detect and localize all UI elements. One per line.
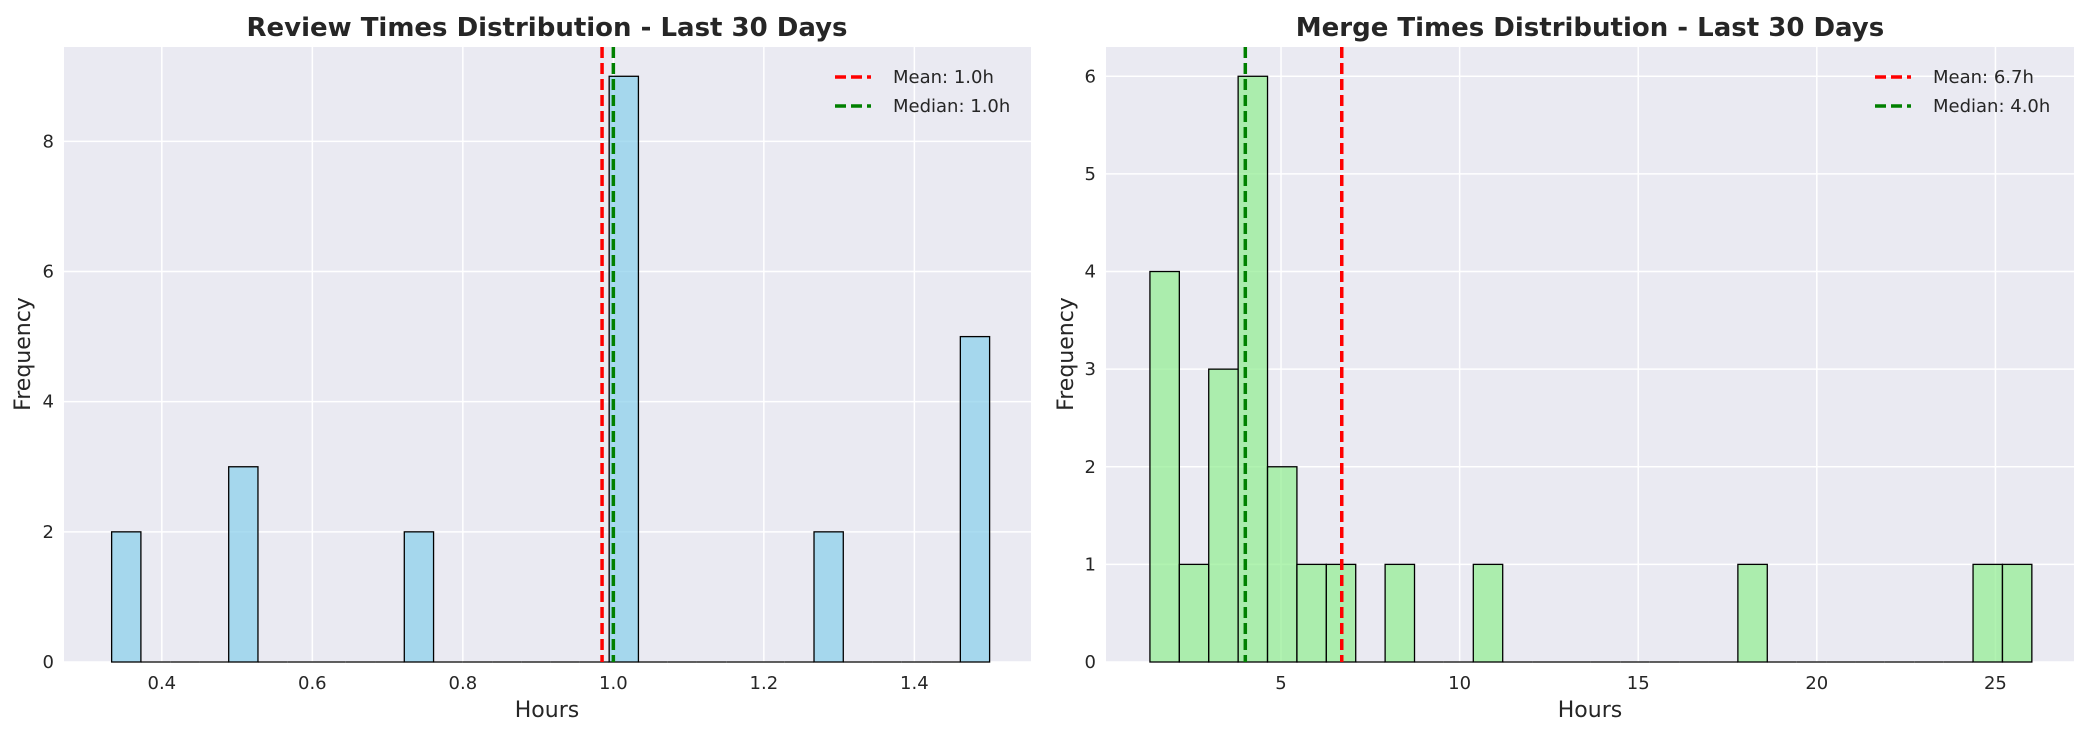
merge-x-tick-label: 20 bbox=[1805, 673, 1828, 694]
merge-histogram-bar bbox=[1266, 466, 1298, 663]
review-tick-labels: 0.4 0.6 0.8 1.0 1.2 1.4 0 2 4 6 8 bbox=[43, 131, 929, 694]
merge-histogram-bar bbox=[1296, 563, 1327, 663]
merge-y-tick-label: 6 bbox=[1085, 66, 1096, 87]
review-histogram-bar bbox=[228, 466, 259, 663]
merge-stat-lines bbox=[1243, 47, 1344, 662]
merge-x-tick-label: 10 bbox=[1448, 673, 1471, 694]
review-legend: Mean: 1.0h Median: 1.0h bbox=[835, 67, 1010, 117]
merge-y-tick-label: 5 bbox=[1085, 164, 1096, 185]
merge-histogram-bar bbox=[1237, 75, 1269, 663]
merge-y-axis-label: Frequency bbox=[1054, 297, 1079, 411]
merge-histogram-bar bbox=[1737, 563, 1768, 663]
review-y-tick-label: 4 bbox=[43, 392, 54, 413]
review-stat-lines bbox=[600, 47, 616, 662]
review-x-tick-label: 0.8 bbox=[449, 673, 478, 694]
merge-histogram-bar bbox=[1384, 563, 1416, 663]
merge-y-tick-label: 2 bbox=[1085, 457, 1096, 478]
merge-bars bbox=[1149, 75, 2033, 663]
merge-histogram-bar bbox=[2001, 563, 2033, 663]
review-x-axis-label: Hours bbox=[515, 698, 579, 723]
merge-legend-median-label: Median: 4.0h bbox=[1933, 96, 2050, 117]
merge-times-panel: 5 10 15 20 25 0 1 2 3 4 5 6 Merge Times Distributio… bbox=[1054, 13, 2074, 723]
merge-x-axis-label: Hours bbox=[1558, 698, 1622, 723]
review-histogram-bar bbox=[959, 335, 991, 663]
review-histogram-bar bbox=[813, 531, 844, 663]
review-y-tick-label: 2 bbox=[43, 522, 54, 543]
review-times-panel: 0.4 0.6 0.8 1.0 1.2 1.4 0 2 4 6 8 Review Times Dis… bbox=[11, 13, 1031, 723]
merge-x-tick-label: 25 bbox=[1984, 673, 2007, 694]
review-y-tick-label: 0 bbox=[43, 652, 54, 673]
review-y-tick-label: 6 bbox=[43, 262, 54, 283]
review-x-tick-label: 0.4 bbox=[148, 673, 177, 694]
review-x-tick-label: 1.4 bbox=[900, 673, 929, 694]
merge-histogram-bar bbox=[1178, 563, 1210, 663]
review-legend-median-label: Median: 1.0h bbox=[893, 96, 1010, 117]
merge-y-tick-label: 3 bbox=[1085, 359, 1096, 380]
merge-y-tick-label: 4 bbox=[1085, 262, 1096, 283]
merge-x-tick-label: 5 bbox=[1275, 673, 1286, 694]
review-plot-area bbox=[64, 47, 1031, 662]
merge-legend: Mean: 6.7h Median: 4.0h bbox=[1875, 67, 2050, 117]
review-x-tick-label: 1.0 bbox=[599, 673, 628, 694]
review-chart-title: Review Times Distribution - Last 30 Days bbox=[246, 13, 847, 43]
merge-histogram-bar bbox=[1972, 563, 2004, 663]
review-histogram-bar bbox=[110, 531, 142, 663]
merge-y-tick-label: 0 bbox=[1085, 652, 1096, 673]
merge-histogram-bar bbox=[1472, 563, 1504, 663]
merge-tick-labels: 5 10 15 20 25 0 1 2 3 4 5 6 bbox=[1085, 66, 2007, 694]
review-y-tick-label: 8 bbox=[43, 131, 54, 152]
review-histogram-bar bbox=[403, 531, 435, 663]
review-y-axis-label: Frequency bbox=[11, 297, 36, 411]
review-x-tick-label: 0.6 bbox=[298, 673, 327, 694]
merge-histogram-bar bbox=[1149, 270, 1180, 663]
merge-chart-title: Merge Times Distribution - Last 30 Days bbox=[1296, 13, 1884, 43]
merge-y-tick-label: 1 bbox=[1085, 554, 1096, 575]
merge-legend-mean-label: Mean: 6.7h bbox=[1933, 67, 2034, 88]
review-x-tick-label: 1.2 bbox=[750, 673, 779, 694]
review-legend-mean-label: Mean: 1.0h bbox=[893, 67, 994, 88]
merge-x-tick-label: 15 bbox=[1627, 673, 1650, 694]
merge-histogram-bar bbox=[1208, 368, 1239, 663]
